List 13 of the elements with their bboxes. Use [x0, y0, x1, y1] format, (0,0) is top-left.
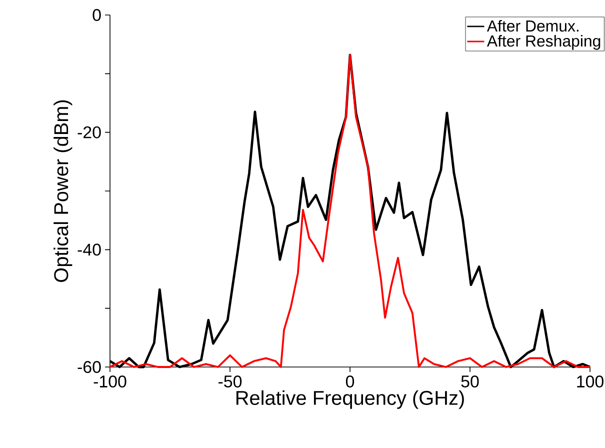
y-tick-label: -40 [78, 244, 101, 256]
x-tick-label: 100 [577, 376, 604, 388]
y-tick-label: -60 [78, 361, 101, 373]
x-tick-label: -100 [94, 376, 126, 388]
x-axis-title: Relative Frequency (GHz) [236, 390, 464, 409]
legend-label: After Reshaping [486, 34, 600, 50]
y-tick-label: 0 [92, 9, 101, 22]
y-tick-label: -20 [78, 126, 101, 138]
x-tick-label: -50 [218, 376, 242, 388]
legend-label: After Demux. [486, 20, 578, 32]
x-tick-label: 50 [461, 376, 479, 388]
x-tick-label: 0 [346, 376, 354, 388]
y-axis-title: Optical Power (dBm) [54, 100, 72, 282]
